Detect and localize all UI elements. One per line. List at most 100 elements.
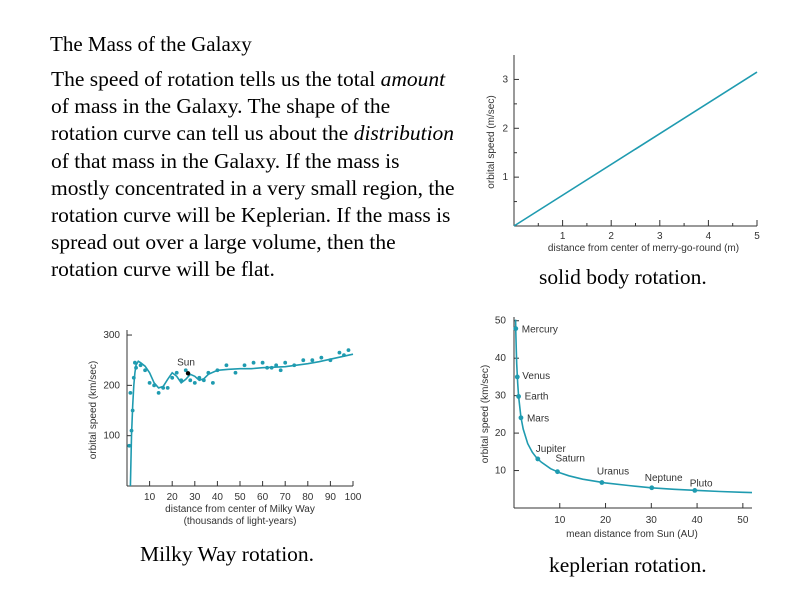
caption-keplerian: keplerian rotation.: [549, 553, 707, 577]
milky-x-tick-label: 30: [189, 492, 201, 503]
solid-y-axis-label: orbital speed (m/sec): [486, 95, 497, 188]
kepler-y-axis-label: orbital speed (km/sec): [480, 365, 491, 463]
kepler-y-tick-label: 30: [495, 391, 507, 402]
planet-mars-label: Mars: [527, 414, 549, 425]
milky-data-point: [129, 428, 134, 433]
planet-pluto-label: Pluto: [690, 478, 713, 489]
planet-uranus-point: [599, 480, 605, 485]
planet-mercury-point: [513, 326, 519, 332]
milky-data-point: [161, 385, 166, 390]
milky-data-point: [138, 363, 143, 368]
milky-data-point: [233, 370, 238, 375]
milky-data-point: [319, 355, 324, 360]
milky-data-point: [174, 370, 179, 375]
milky-data-point: [346, 348, 351, 353]
solid-x-tick-label: 1: [560, 231, 566, 242]
body-text-segment-4: of that mass in the Galaxy. If the mass …: [51, 148, 455, 282]
planet-mars-point: [518, 415, 524, 421]
milky-data-point: [152, 383, 157, 388]
milky-data-point: [274, 363, 279, 368]
milky-data-point: [147, 380, 152, 385]
milky-data-point: [242, 363, 247, 368]
solid-y-tick-label: 2: [502, 123, 508, 134]
milky-data-point: [301, 358, 306, 363]
milky-data-point: [210, 380, 215, 385]
solid-x-axis-label: distance from center of merry-go-round (…: [548, 243, 739, 254]
milky-data-point: [192, 380, 197, 385]
milky-data-point: [179, 378, 184, 383]
kepler-rotation-curve: [514, 319, 753, 494]
body-text-segment-2: of mass in the Galaxy. The shape of the …: [51, 94, 391, 146]
solid-x-tick-label: 4: [706, 231, 712, 242]
planet-venus-label: Venus: [522, 371, 550, 382]
planet-pluto-point: [692, 487, 698, 493]
solid-rotation-line: [513, 71, 758, 227]
planet-neptune-label: Neptune: [645, 473, 683, 484]
milky-data-point: [292, 363, 297, 368]
milky-data-point: [170, 375, 175, 380]
planet-uranus-label: Uranus: [597, 467, 629, 478]
slide-body-text: The speed of rotation tells us the total…: [51, 66, 461, 284]
milky-x-tick-label: 40: [212, 492, 224, 503]
solid-x-tick-label: 5: [754, 231, 760, 242]
solid-x-tick-label: 3: [657, 231, 663, 242]
milky-data-point: [283, 360, 288, 365]
sun-label: Sun: [177, 357, 195, 368]
solid-y-tick-label: 1: [502, 172, 508, 183]
milky-x-tick-label: 20: [167, 492, 179, 503]
milky-rotation-curve: [129, 353, 354, 487]
kepler-x-tick-label: 30: [646, 515, 658, 526]
planet-saturn-label: Saturn: [555, 454, 584, 465]
milky-data-point: [188, 378, 193, 383]
milky-data-point: [278, 368, 283, 373]
planet-venus-point: [514, 374, 520, 380]
kepler-y-tick-label: 50: [495, 316, 507, 327]
milky-data-point: [183, 368, 188, 373]
kepler-x-tick-label: 40: [692, 515, 704, 526]
kepler-y-tick-label: 10: [495, 466, 507, 477]
milky-data-point: [201, 378, 206, 383]
milky-y-tick-label: 100: [103, 431, 120, 442]
planet-jupiter-label: Jupiter: [536, 444, 567, 455]
milky-x-tick-label: 80: [302, 492, 314, 503]
kepler-x-tick-label: 10: [554, 515, 566, 526]
milky-data-point: [197, 375, 202, 380]
milky-x-tick-label: 60: [257, 492, 269, 503]
milky-y-axis-label: orbital speed (km/sec): [88, 361, 99, 459]
milky-data-point: [127, 443, 132, 448]
kepler-x-tick-label: 50: [737, 515, 749, 526]
milky-x-axis-label-units: (thousands of light-years): [184, 516, 297, 527]
milky-data-point: [128, 391, 133, 395]
milky-x-tick-label: 70: [280, 492, 292, 503]
milky-x-tick-label: 10: [144, 492, 156, 503]
solid-y-tick-label: 3: [502, 74, 508, 85]
planet-earth-label: Earth: [525, 391, 549, 402]
milky-data-point: [310, 358, 315, 363]
milky-data-point: [131, 375, 136, 380]
body-text-segment-3: distribution: [353, 121, 455, 146]
milky-x-tick-label: 50: [234, 492, 246, 503]
planet-neptune-point: [649, 485, 655, 491]
milky-data-point: [269, 365, 274, 370]
milky-data-point: [265, 365, 270, 370]
milky-data-point: [328, 358, 333, 363]
milky-x-tick-label: 90: [325, 492, 337, 503]
planet-jupiter-point: [535, 456, 541, 462]
milky-data-point: [133, 360, 137, 365]
milky-data-point: [206, 370, 211, 375]
milky-data-point: [143, 368, 147, 373]
sun-marker: [185, 371, 191, 376]
slide-title: The Mass of the Galaxy: [50, 32, 252, 56]
caption-solid-body: solid body rotation.: [539, 265, 707, 289]
milky-y-tick-label: 200: [103, 380, 120, 391]
milky-data-point: [224, 363, 229, 368]
milky-data-point: [215, 368, 220, 373]
milky-x-axis-label: distance from center of Milky Way: [165, 504, 315, 515]
body-text-segment-0: The speed of rotation tells us the total: [51, 67, 381, 91]
kepler-x-axis-label: mean distance from Sun (AU): [566, 529, 698, 540]
milky-y-tick-label: 300: [103, 330, 120, 341]
caption-milky-way: Milky Way rotation.: [140, 542, 315, 566]
kepler-y-tick-label: 40: [495, 353, 507, 364]
milky-data-point: [130, 408, 135, 413]
